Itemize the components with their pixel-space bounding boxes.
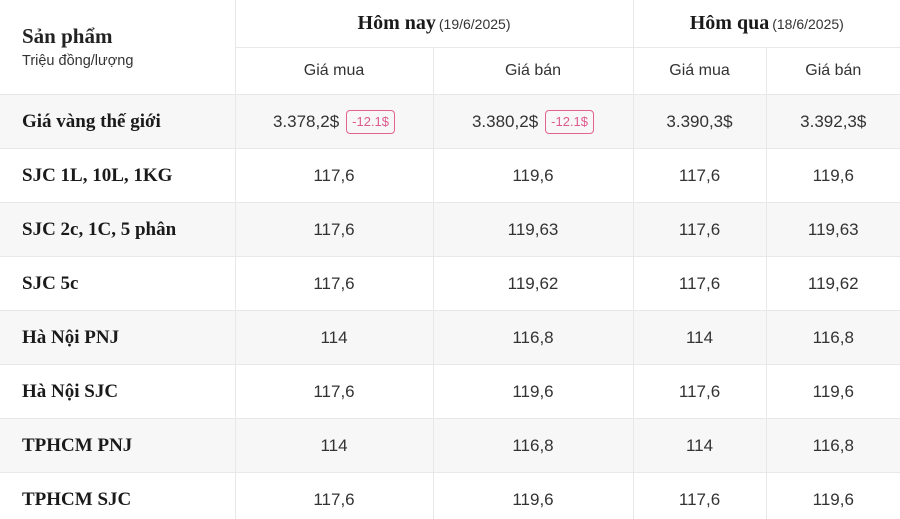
cell-yesterday-buy: 114 [633,310,767,365]
yesterday-group-date: (18/6/2025) [772,16,844,32]
cell-yesterday-sell: 119,6 [766,148,900,203]
cell-today-buy: 117,6 [235,364,434,419]
product-column-title: Sản phẩm [22,23,113,48]
table-header: Sản phẩm Triệu đồng/lượng Hôm nay (19/6/2… [0,0,900,95]
cell-today-sell: 3.380,2$ -12.1$ [433,94,634,149]
row-label: Giá vàng thế giới [0,94,236,149]
yesterday-group-header: Hôm qua (18/6/2025) [633,0,900,48]
cell-yesterday-sell: 3.392,3$ [766,94,900,149]
table-body: Giá vàng thế giới 3.378,2$ -12.1$ 3.380,… [0,94,900,519]
cell-yesterday-sell: 119,63 [766,202,900,257]
cell-today-sell-value: 3.380,2$ [471,111,539,131]
cell-yesterday-buy: 117,6 [633,364,767,419]
cell-today-sell: 119,62 [433,256,634,311]
cell-yesterday-sell: 119,6 [766,364,900,419]
today-group-header: Hôm nay (19/6/2025) [235,0,634,48]
cell-today-sell: 119,63 [433,202,634,257]
row-label: Hà Nội PNJ [0,310,236,365]
column-header-today-sell: Giá bán [433,47,634,95]
cell-today-buy: 117,6 [235,202,434,257]
today-group-date: (19/6/2025) [438,16,511,32]
cell-today-sell: 119,6 [433,364,634,419]
table-row: TPHCM SJC 117,6 119,6 117,6 119,6 [0,472,900,519]
table-row: Hà Nội SJC 117,6 119,6 117,6 119,6 [0,364,900,419]
cell-today-sell: 119,6 [433,148,634,203]
table-header-group-row: Sản phẩm Triệu đồng/lượng Hôm nay (19/6/2… [0,0,900,95]
cell-today-buy: 114 [235,310,434,365]
cell-yesterday-sell: 116,8 [766,310,900,365]
column-header-yesterday-buy: Giá mua [633,47,767,95]
yesterday-group-label: Hôm qua [689,12,770,34]
table-row: Giá vàng thế giới 3.378,2$ -12.1$ 3.380,… [0,94,900,149]
table-row: TPHCM PNJ 114 116,8 114 116,8 [0,418,900,473]
cell-yesterday-buy: 114 [633,418,767,473]
cell-yesterday-sell: 116,8 [766,418,900,473]
today-buy-change-badge: -12.1$ [346,109,396,134]
cell-today-buy: 117,6 [235,256,434,311]
cell-yesterday-sell: 119,6 [766,472,900,519]
cell-yesterday-buy: 117,6 [633,202,767,257]
product-column-subtitle: Triệu đồng/lượng [22,52,134,69]
cell-yesterday-buy: 117,6 [633,148,767,203]
row-label: SJC 5c [0,256,236,311]
table-header-column-row: Giá mua Giá bán Giá mua Giá bán [0,47,900,95]
today-group-label: Hôm nay [357,12,436,34]
cell-today-sell: 116,8 [433,418,634,473]
table-row: SJC 2c, 1C, 5 phân 117,6 119,63 117,6 11… [0,202,900,257]
cell-yesterday-sell: 119,62 [766,256,900,311]
cell-yesterday-buy: 117,6 [633,472,767,519]
cell-yesterday-buy: 3.390,3$ [633,94,767,149]
row-label: TPHCM SJC [0,472,236,519]
table-row: SJC 1L, 10L, 1KG 117,6 119,6 117,6 119,6 [0,148,900,203]
cell-yesterday-buy: 117,6 [633,256,767,311]
column-header-yesterday-sell: Giá bán [766,47,900,95]
row-label: Hà Nội SJC [0,364,236,419]
cell-today-sell: 119,6 [433,472,634,519]
cell-today-buy: 3.378,2$ -12.1$ [235,94,434,149]
cell-today-buy: 114 [235,418,434,473]
product-column-header: Sản phẩm Triệu đồng/lượng [0,0,236,95]
cell-today-buy: 117,6 [235,472,434,519]
table-row: SJC 5c 117,6 119,62 117,6 119,62 [0,256,900,311]
row-label: SJC 1L, 10L, 1KG [0,148,236,203]
cell-today-buy: 117,6 [235,148,434,203]
row-label: TPHCM PNJ [0,418,236,473]
table-row: Hà Nội PNJ 114 116,8 114 116,8 [0,310,900,365]
cell-today-buy-value: 3.378,2$ [272,111,340,131]
cell-today-sell: 116,8 [433,310,634,365]
today-sell-change-badge: -12.1$ [545,109,595,134]
column-header-today-buy: Giá mua [235,47,434,95]
row-label: SJC 2c, 1C, 5 phân [0,202,236,257]
